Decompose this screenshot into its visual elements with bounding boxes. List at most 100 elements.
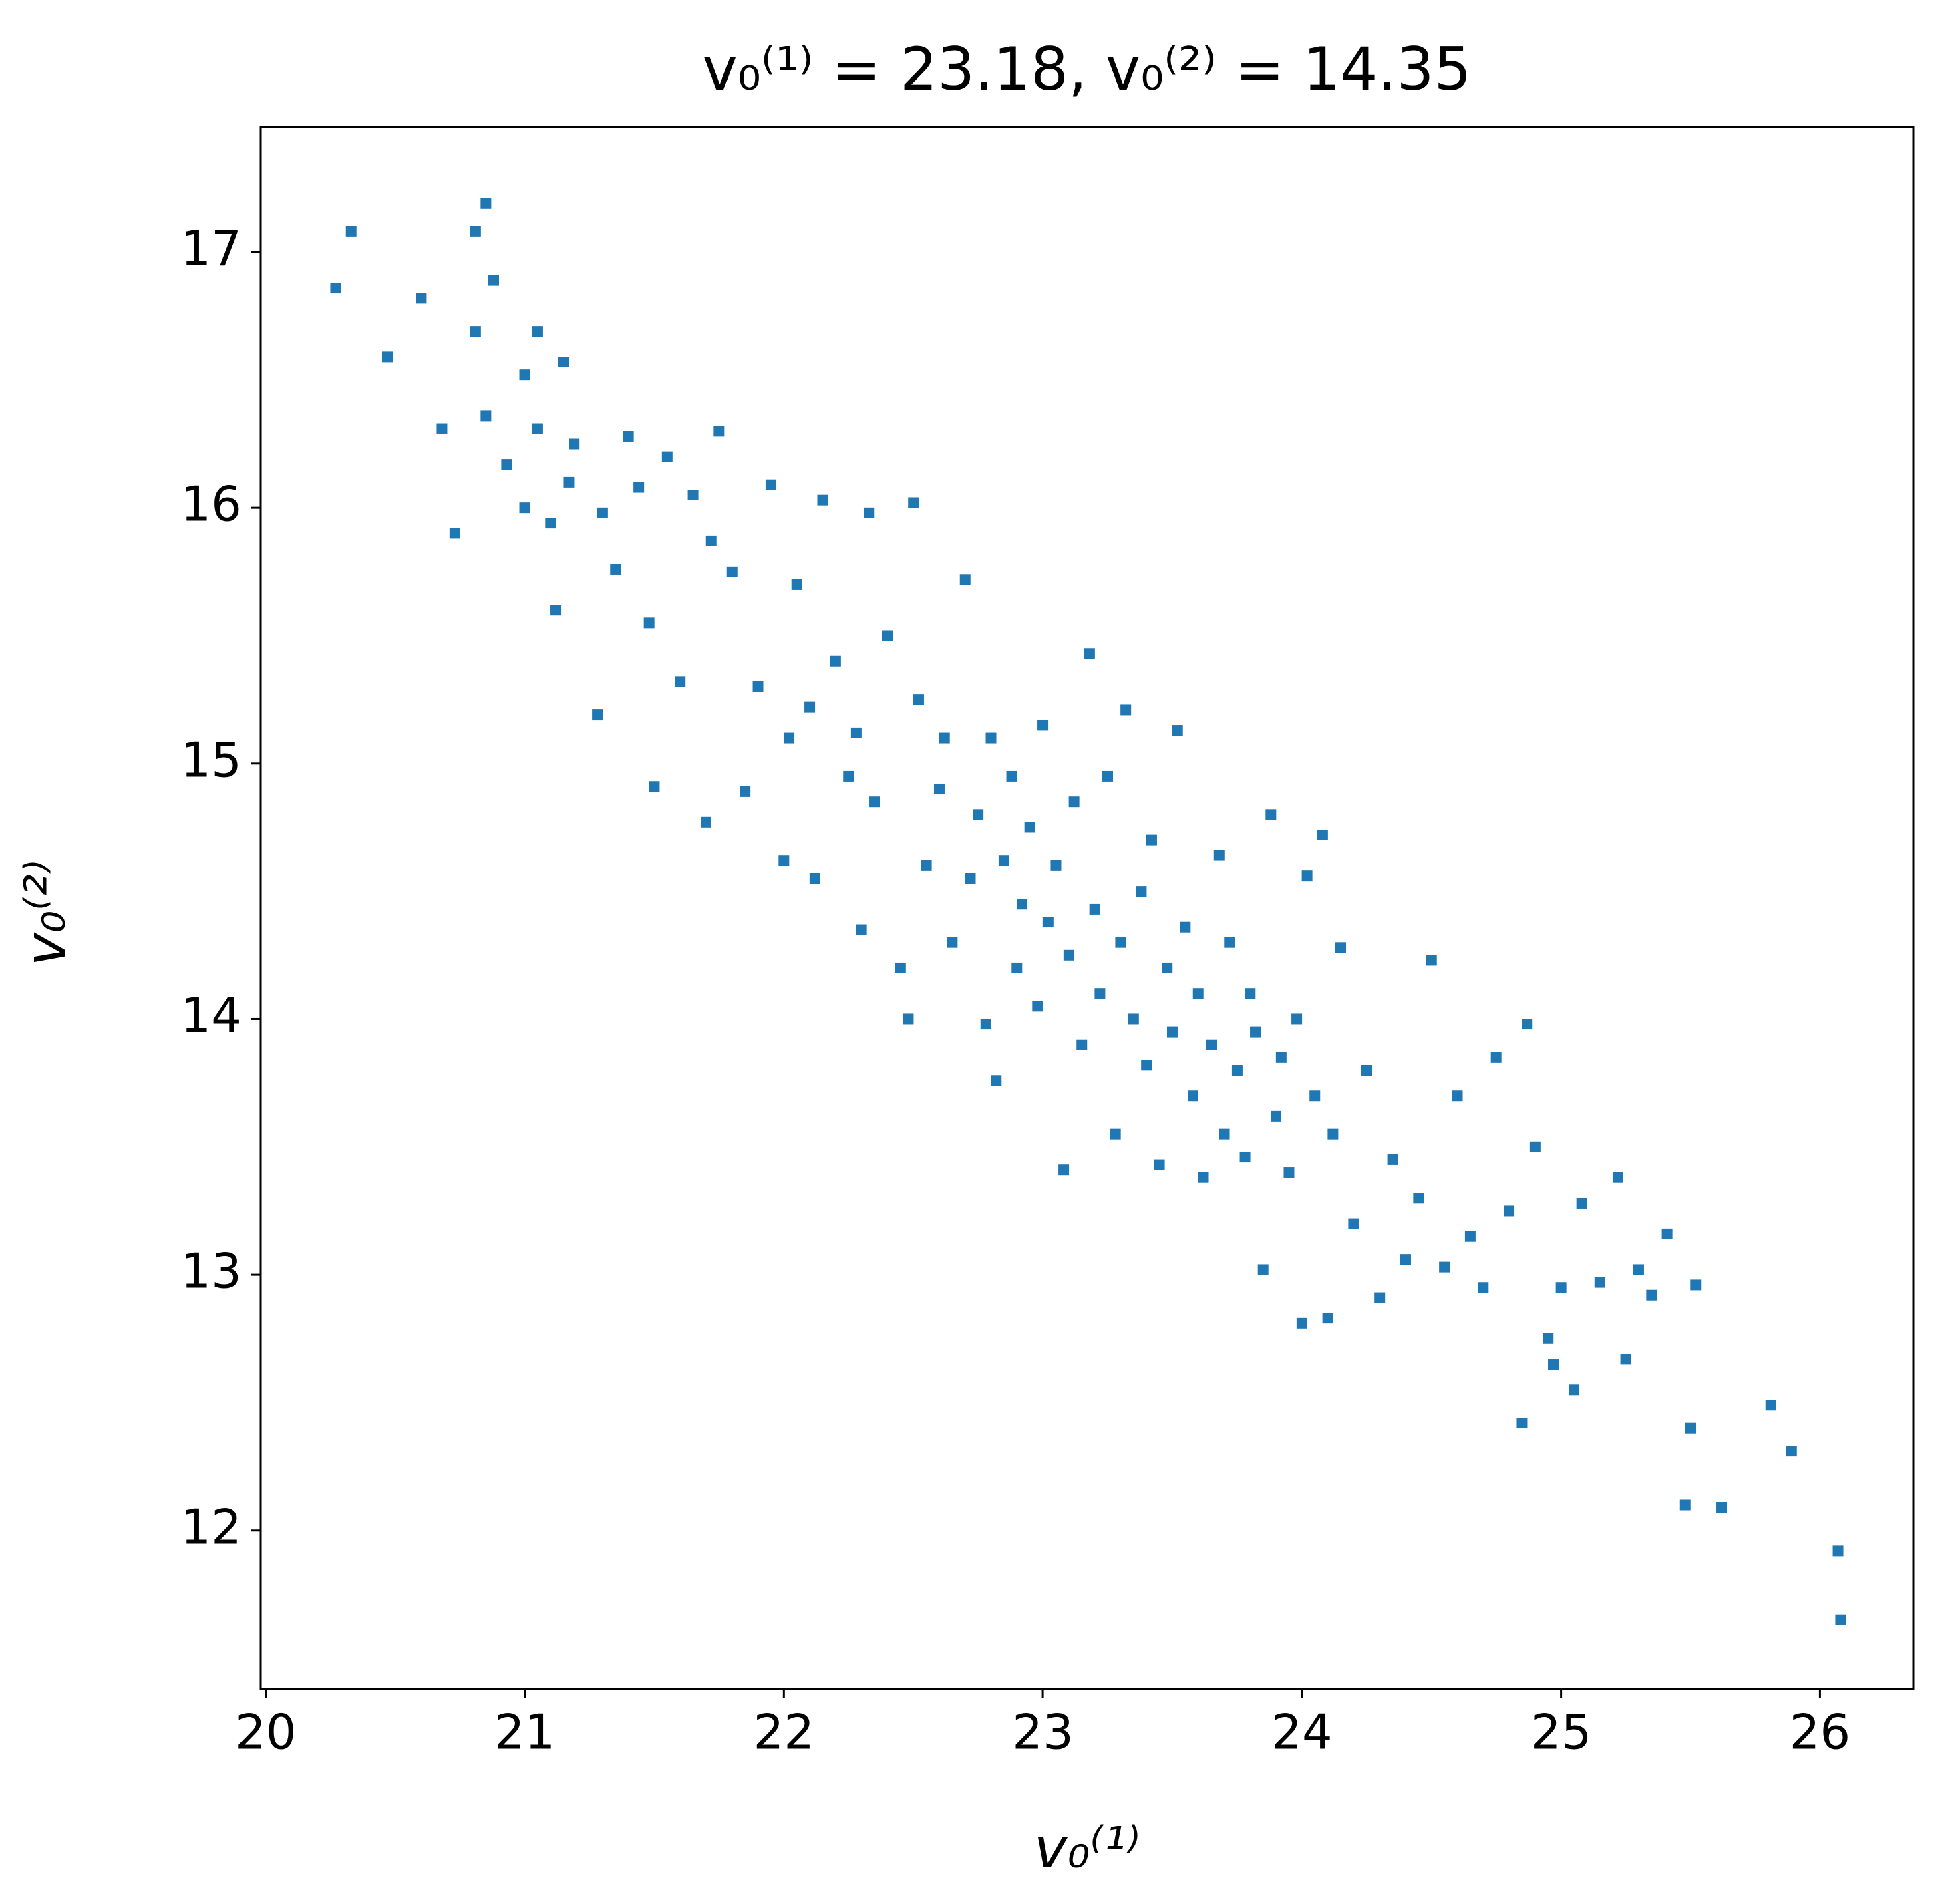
- point: [778, 855, 790, 866]
- point: [1690, 1279, 1702, 1291]
- x-tick-label: 26: [1790, 1704, 1851, 1760]
- point: [1835, 1614, 1846, 1625]
- point: [947, 937, 958, 948]
- point: [1633, 1264, 1644, 1275]
- point: [1661, 1228, 1673, 1239]
- point: [597, 507, 608, 518]
- point: [869, 796, 880, 808]
- point: [1679, 1499, 1691, 1511]
- x-tick-label: 25: [1530, 1704, 1592, 1760]
- point: [550, 605, 562, 616]
- point: [1257, 1264, 1269, 1275]
- point: [1136, 886, 1147, 897]
- point: [1490, 1052, 1502, 1063]
- point: [687, 490, 699, 501]
- point: [416, 293, 427, 304]
- point: [470, 226, 481, 237]
- point: [864, 507, 875, 518]
- point: [519, 502, 530, 514]
- point: [1102, 770, 1114, 782]
- point: [1206, 1039, 1217, 1050]
- y-tick-label: 12: [180, 1498, 242, 1555]
- point: [1832, 1545, 1844, 1557]
- point: [1110, 1128, 1121, 1140]
- point: [1516, 1418, 1528, 1429]
- point: [1250, 1026, 1261, 1038]
- point: [804, 701, 816, 713]
- x-tick-label: 20: [235, 1704, 297, 1760]
- point: [532, 423, 543, 434]
- point: [985, 732, 997, 744]
- point: [382, 351, 393, 363]
- point: [610, 563, 621, 575]
- point: [817, 494, 828, 506]
- point: [345, 226, 357, 237]
- point: [470, 326, 481, 337]
- point: [488, 275, 499, 286]
- point: [980, 1019, 991, 1030]
- point: [765, 479, 776, 490]
- point: [1522, 1019, 1533, 1030]
- point: [705, 535, 717, 546]
- chart-title: v₀⁽¹⁾ = 23.18, v₀⁽²⁾ = 14.35: [703, 35, 1472, 104]
- point: [569, 438, 580, 450]
- y-tick-label: 14: [180, 987, 242, 1044]
- point: [1271, 1110, 1282, 1122]
- point: [1141, 1060, 1152, 1071]
- point: [1555, 1282, 1567, 1293]
- point: [675, 676, 686, 687]
- point: [1547, 1359, 1559, 1370]
- point: [1231, 1064, 1243, 1076]
- point: [1094, 988, 1106, 999]
- point: [998, 855, 1009, 866]
- point: [1426, 955, 1437, 966]
- point: [1327, 1128, 1339, 1140]
- point: [1219, 1128, 1230, 1140]
- point: [1187, 1090, 1198, 1102]
- point: [830, 655, 841, 667]
- point: [784, 732, 795, 744]
- point: [1283, 1167, 1295, 1178]
- x-axis-label: v₀⁽¹⁾: [1034, 1815, 1140, 1881]
- point: [1024, 822, 1035, 833]
- point: [700, 816, 711, 828]
- point: [1011, 962, 1023, 973]
- point: [1154, 1159, 1165, 1170]
- point: [1146, 834, 1157, 846]
- point: [1076, 1039, 1088, 1050]
- y-tick-label: 15: [180, 732, 242, 788]
- point: [1037, 720, 1049, 731]
- point: [1576, 1197, 1587, 1209]
- x-tick-label: 21: [494, 1704, 556, 1760]
- point: [921, 860, 932, 871]
- point: [1387, 1154, 1398, 1165]
- point: [643, 617, 655, 629]
- point: [895, 962, 906, 973]
- point: [908, 497, 919, 508]
- point: [661, 451, 673, 462]
- point: [1128, 1013, 1139, 1025]
- x-tick-label: 22: [753, 1704, 814, 1760]
- point: [501, 459, 512, 470]
- y-axis-label: v₀⁽²⁾: [13, 860, 78, 966]
- point: [1172, 725, 1183, 736]
- point: [1322, 1313, 1333, 1324]
- point: [1239, 1152, 1251, 1163]
- point: [913, 694, 924, 705]
- point: [1646, 1289, 1657, 1301]
- point: [1192, 988, 1204, 999]
- point: [1296, 1317, 1307, 1329]
- point: [1068, 796, 1080, 808]
- point: [1620, 1354, 1631, 1365]
- point: [1348, 1218, 1359, 1229]
- point: [1529, 1141, 1541, 1152]
- point: [1464, 1231, 1476, 1242]
- point: [532, 326, 543, 337]
- plot-frame: [259, 126, 1915, 1690]
- point: [1224, 937, 1235, 948]
- point: [623, 431, 634, 442]
- point: [1612, 1172, 1623, 1183]
- point: [480, 198, 492, 209]
- point: [1504, 1205, 1515, 1217]
- point: [791, 579, 802, 590]
